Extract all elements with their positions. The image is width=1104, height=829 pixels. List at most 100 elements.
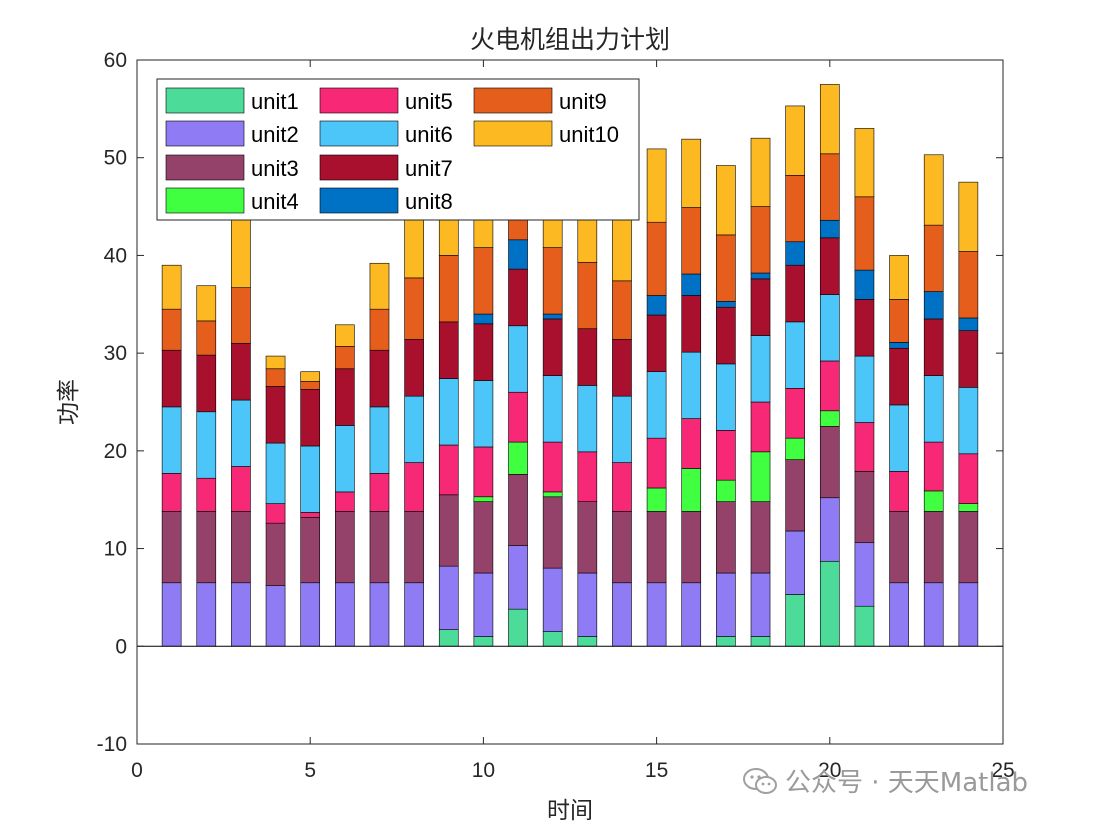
bar-segment-unit2-t10 <box>473 572 494 637</box>
bar-segment-unit9-t7 <box>369 308 390 351</box>
bar-segment-unit6-t21 <box>854 355 875 423</box>
bar-segment-unit2-t17 <box>716 572 736 637</box>
bar-segment-unit8-t10 <box>473 313 494 325</box>
bar-segment-unit2-t18 <box>750 572 771 637</box>
bar-segment-unit9-t8 <box>404 277 424 340</box>
bar-segment-unit10-t22 <box>889 255 909 300</box>
bar-segment-unit8-t15 <box>646 295 667 316</box>
bar-segment-unit6-t12 <box>542 375 563 443</box>
legend-swatch-unit6 <box>319 120 399 147</box>
x-tick-label: 25 <box>991 759 1014 782</box>
bar-segment-unit3-t3 <box>231 511 251 584</box>
bar-segment-unit9-t21 <box>854 196 875 271</box>
bar-segment-unit8-t19 <box>785 241 805 266</box>
y-tick-label: 20 <box>104 440 127 463</box>
legend-label-unit2: unit2 <box>251 122 299 147</box>
bar-segment-unit8-t11 <box>508 239 528 270</box>
bar-segment-unit10-t8 <box>404 218 424 279</box>
bar-segment-unit5-t20 <box>819 360 840 412</box>
bar-segment-unit4-t11 <box>508 441 528 475</box>
bar-segment-unit3-t13 <box>577 501 598 574</box>
bar-segment-unit3-t15 <box>646 511 667 584</box>
y-tick-label: 50 <box>104 147 127 170</box>
bar-segment-unit4-t10 <box>473 496 494 502</box>
bar-segment-unit9-t23 <box>923 224 944 292</box>
bar-segment-unit7-t7 <box>369 349 390 408</box>
bar-segment-unit6-t22 <box>889 404 909 472</box>
bar-stacks <box>161 84 979 647</box>
bar-segment-unit6-t2 <box>196 411 217 479</box>
bar-segment-unit9-t12 <box>542 247 563 315</box>
bar-segment-unit2-t20 <box>819 497 840 562</box>
bar-segment-unit3-t9 <box>438 494 459 567</box>
bar-segment-unit5-t5 <box>300 512 321 518</box>
bar-segment-unit2-t5 <box>300 582 321 647</box>
bar-segment-unit3-t19 <box>785 459 805 532</box>
x-tick-label: 20 <box>818 759 841 782</box>
legend-label-unit6: unit6 <box>405 122 453 147</box>
bar-segment-unit7-t19 <box>785 264 805 323</box>
bar-segment-unit3-t11 <box>508 474 528 546</box>
bar-segment-unit1-t19 <box>785 594 805 647</box>
legend-swatch-unit1 <box>165 87 245 114</box>
bar-segment-unit3-t23 <box>923 511 944 584</box>
bar-segment-unit9-t19 <box>785 175 805 243</box>
bar-segment-unit7-t6 <box>335 368 355 426</box>
bar-segment-unit2-t9 <box>438 565 459 630</box>
bar-segment-unit7-t23 <box>923 318 944 376</box>
bar-segment-unit3-t16 <box>681 511 702 584</box>
bar-segment-unit9-t5 <box>300 381 321 390</box>
legend-swatch-unit8 <box>319 187 399 214</box>
bar-segment-unit9-t14 <box>612 280 632 340</box>
bar-segment-unit6-t17 <box>716 363 736 431</box>
bar-segment-unit6-t11 <box>508 325 528 393</box>
legend-swatch-unit9 <box>473 87 553 114</box>
bar-segment-unit9-t4 <box>265 368 286 387</box>
bar-segment-unit3-t12 <box>542 496 563 569</box>
bar-segment-unit10-t3 <box>231 218 251 288</box>
bar-segment-unit8-t18 <box>750 272 771 280</box>
bar-segment-unit6-t15 <box>646 371 667 439</box>
bar-segment-unit5-t18 <box>750 401 771 453</box>
bar-segment-unit7-t24 <box>958 330 979 388</box>
bar-segment-unit5-t3 <box>231 466 251 512</box>
legend-label-unit1: unit1 <box>251 89 299 114</box>
bar-segment-unit7-t12 <box>542 318 563 376</box>
bar-segment-unit5-t19 <box>785 388 805 439</box>
bar-segment-unit1-t17 <box>716 636 736 647</box>
legend-swatch-unit10 <box>473 120 553 147</box>
bar-segment-unit5-t4 <box>265 503 286 524</box>
bar-segment-unit5-t10 <box>473 446 494 498</box>
x-tick-label: 15 <box>645 759 668 782</box>
bar-segment-unit2-t7 <box>369 582 390 647</box>
bar-segment-unit7-t5 <box>300 388 321 447</box>
bar-segment-unit6-t6 <box>335 425 355 493</box>
chart-title: 火电机组出力计划 <box>470 25 670 54</box>
legend-swatch-unit4 <box>165 187 245 214</box>
bar-segment-unit7-t4 <box>265 386 286 444</box>
bar-segment-unit8-t17 <box>716 301 736 308</box>
bar-segment-unit5-t13 <box>577 451 598 502</box>
legend-label-unit3: unit3 <box>251 156 299 181</box>
x-tick-label: 5 <box>304 759 316 782</box>
bar-segment-unit2-t23 <box>923 582 944 647</box>
bar-segment-unit10-t24 <box>958 181 979 252</box>
bar-segment-unit2-t13 <box>577 572 598 637</box>
legend-label-unit9: unit9 <box>559 89 607 114</box>
bar-segment-unit6-t14 <box>612 395 632 463</box>
bar-segment-unit1-t13 <box>577 636 598 647</box>
legend-swatch-unit5 <box>319 87 399 114</box>
bar-segment-unit10-t2 <box>196 285 217 322</box>
y-tick-label: -10 <box>97 733 127 756</box>
bar-segment-unit1-t20 <box>819 560 840 647</box>
bar-segment-unit6-t9 <box>438 378 459 446</box>
legend-label-unit7: unit7 <box>405 156 453 181</box>
bar-segment-unit5-t9 <box>438 444 459 496</box>
bar-segment-unit10-t18 <box>750 137 771 207</box>
bar-segment-unit5-t14 <box>612 462 632 512</box>
bar-segment-unit3-t2 <box>196 511 217 584</box>
bar-segment-unit5-t22 <box>889 471 909 512</box>
bar-segment-unit7-t11 <box>508 268 528 327</box>
bar-segment-unit5-t15 <box>646 437 667 489</box>
